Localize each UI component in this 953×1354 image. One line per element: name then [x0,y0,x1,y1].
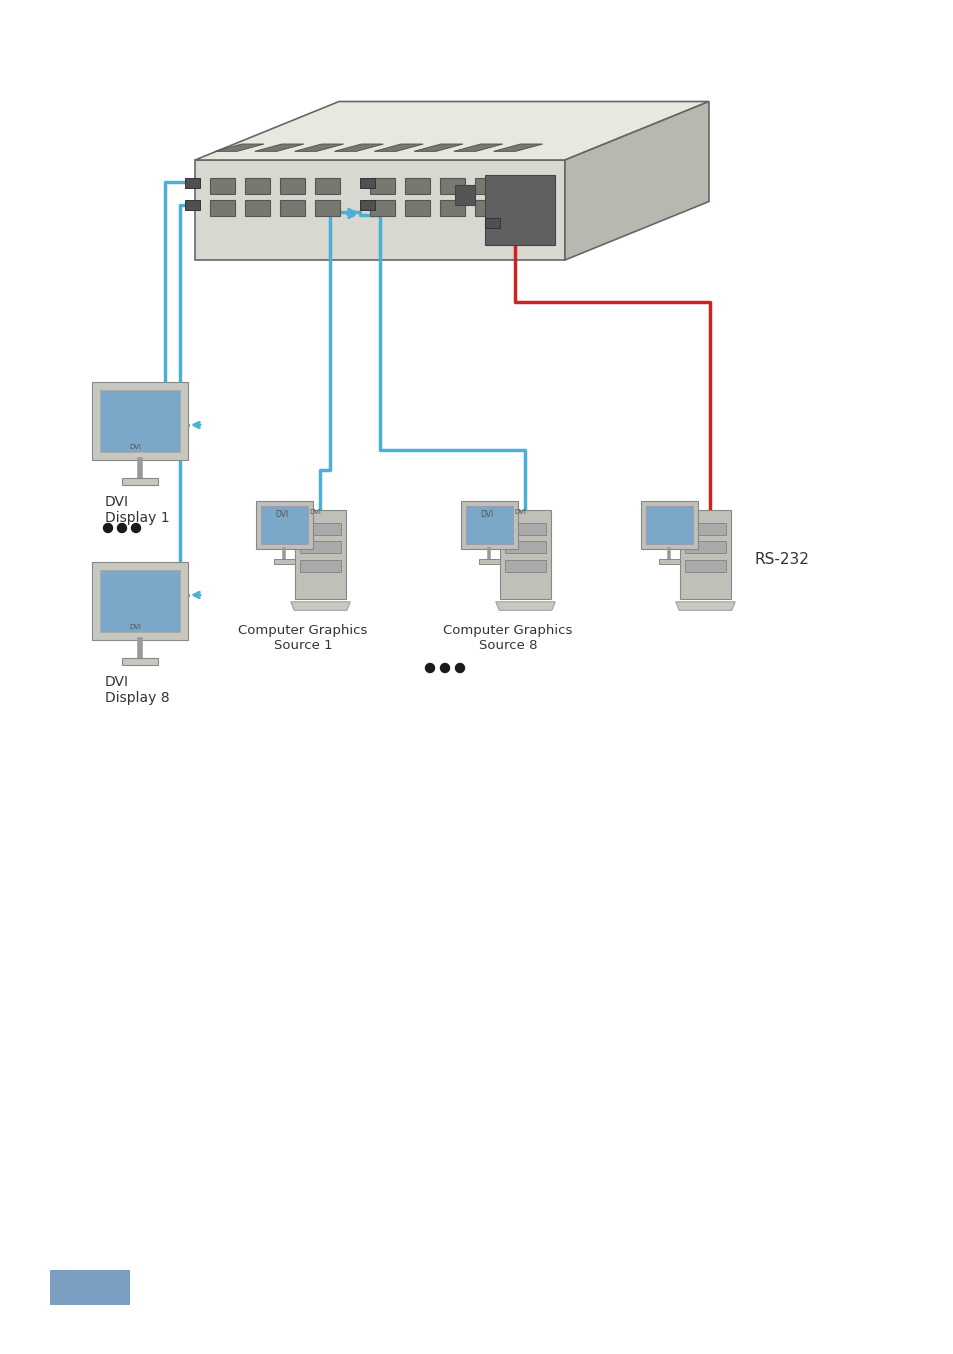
Polygon shape [122,478,158,485]
Text: DVI: DVI [129,444,141,450]
Polygon shape [254,144,303,152]
Polygon shape [245,177,270,194]
Text: DVI
Display 1: DVI Display 1 [105,496,170,525]
Polygon shape [499,510,551,600]
Polygon shape [314,177,339,194]
Polygon shape [210,177,234,194]
Polygon shape [645,506,692,544]
Polygon shape [414,144,462,152]
Polygon shape [564,102,708,260]
Polygon shape [455,185,475,204]
Polygon shape [210,200,234,217]
Circle shape [132,524,140,532]
Polygon shape [475,177,499,194]
Text: Computer Graphics
Source 1: Computer Graphics Source 1 [238,624,367,653]
Polygon shape [493,144,542,152]
Polygon shape [185,177,200,188]
Polygon shape [300,523,340,535]
Polygon shape [504,542,545,554]
Polygon shape [684,523,725,535]
Polygon shape [185,200,200,210]
Text: DVI: DVI [129,624,141,630]
Text: DVI: DVI [275,510,289,519]
Polygon shape [439,200,464,217]
Polygon shape [245,200,270,217]
Polygon shape [460,501,517,550]
Polygon shape [439,177,464,194]
Circle shape [455,663,464,673]
Circle shape [103,524,112,532]
Polygon shape [475,200,499,217]
Circle shape [117,524,127,532]
Polygon shape [194,160,564,260]
Polygon shape [91,562,188,640]
Polygon shape [300,542,340,554]
Polygon shape [100,570,180,632]
Polygon shape [100,390,180,452]
Text: DVI
Display 8: DVI Display 8 [105,676,170,705]
Polygon shape [280,200,305,217]
Circle shape [425,663,434,673]
Text: DVI: DVI [480,510,493,519]
Circle shape [440,663,449,673]
Polygon shape [640,501,697,550]
Polygon shape [675,601,735,611]
Text: RS-232: RS-232 [754,552,809,567]
Polygon shape [359,200,375,210]
Polygon shape [261,506,308,544]
Polygon shape [214,144,264,152]
Polygon shape [484,175,555,245]
Polygon shape [679,510,730,600]
Polygon shape [478,559,499,565]
Polygon shape [370,200,395,217]
Polygon shape [194,102,708,160]
Polygon shape [280,177,305,194]
Polygon shape [454,144,502,152]
Polygon shape [294,144,343,152]
Polygon shape [314,200,339,217]
Polygon shape [465,506,512,544]
Polygon shape [405,200,430,217]
Polygon shape [294,510,346,600]
Polygon shape [374,144,423,152]
Polygon shape [496,601,555,611]
Polygon shape [122,658,158,665]
Polygon shape [405,177,430,194]
Polygon shape [274,559,294,565]
Polygon shape [300,561,340,571]
Polygon shape [684,561,725,571]
Polygon shape [255,501,313,550]
Polygon shape [504,561,545,571]
Polygon shape [684,542,725,554]
Polygon shape [484,218,499,227]
Text: Computer Graphics
Source 8: Computer Graphics Source 8 [443,624,572,653]
Polygon shape [659,559,679,565]
Polygon shape [335,144,383,152]
FancyBboxPatch shape [50,1270,130,1305]
Polygon shape [359,177,375,188]
Text: DVI: DVI [514,509,526,516]
Polygon shape [370,177,395,194]
Polygon shape [91,382,188,460]
Text: DVI: DVI [309,509,321,516]
Polygon shape [291,601,350,611]
Polygon shape [504,523,545,535]
